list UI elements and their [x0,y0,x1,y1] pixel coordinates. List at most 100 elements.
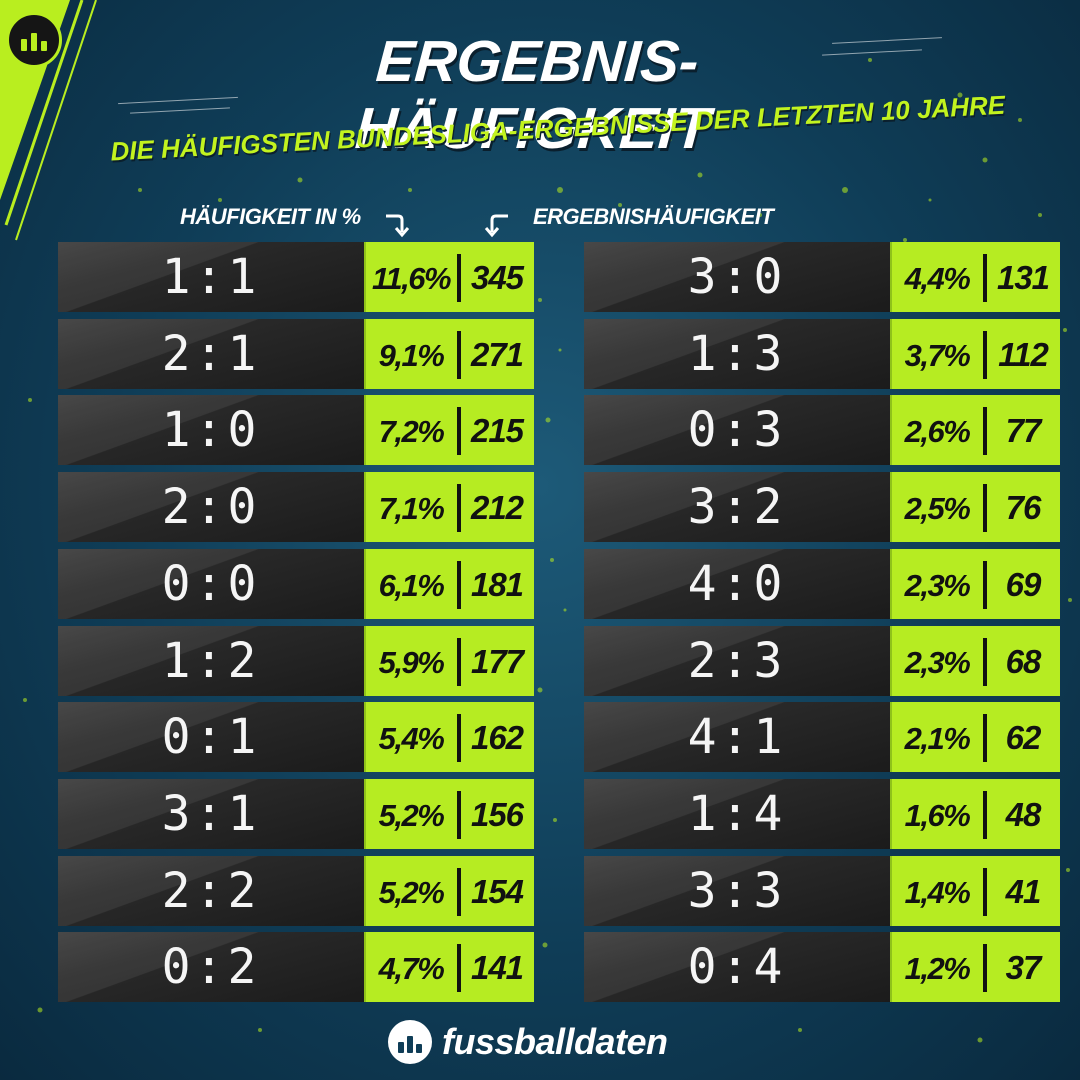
result-row: 3:2 2,5% 76 [584,472,1060,543]
divider [983,330,987,379]
score-panel: 1:1 [58,242,364,312]
result-row: 1:3 3,7% 112 [584,318,1060,389]
stat-panel: 4,4% 131 [890,242,1060,312]
result-row: 3:3 1,4% 41 [584,855,1060,926]
score-value: 1:4 [687,785,787,842]
stat-panel: 2,3% 68 [890,625,1060,696]
count-value: 212 [470,489,524,527]
score-value: 0:0 [161,555,261,612]
result-row: 3:0 4,4% 131 [584,242,1060,312]
score-value: 4:1 [687,709,787,766]
count-value: 162 [470,719,524,757]
count-value: 69 [1005,565,1042,603]
percent-value: 7,1% [378,491,445,527]
arrow-down-left-icon [484,214,508,238]
percent-value: 4,7% [378,951,445,987]
divider [457,560,461,609]
score-value: 0:3 [687,402,787,459]
score-panel: 3:3 [584,855,890,926]
divider [457,944,461,993]
bar-chart-icon [388,1020,432,1064]
percent-value: 6,1% [378,567,445,603]
score-panel: 4:0 [584,548,890,619]
count-value: 271 [470,335,524,373]
result-row: 0:1 5,4% 162 [58,702,534,773]
score-panel: 0:0 [58,548,364,619]
score-panel: 2:2 [58,855,364,926]
score-value: 2:1 [161,325,261,382]
percent-value: 4,4% [904,261,971,296]
stat-panel: 2,6% 77 [890,395,1060,466]
stat-panel: 1,2% 37 [890,932,1060,1003]
divider [983,944,987,993]
decor-line [130,107,230,114]
count-column-label: ERGEBNISHÄUFIGKEIT [533,204,774,229]
percent-value: 1,6% [904,797,971,833]
score-value: 3:3 [687,862,787,919]
stat-panel: 11,6% 345 [364,242,534,312]
stat-panel: 9,1% 271 [364,318,534,389]
score-panel: 3:1 [58,778,364,849]
score-panel: 4:1 [584,702,890,773]
count-value: 154 [470,872,524,910]
result-row: 1:2 5,9% 177 [58,625,534,696]
score-panel: 0:2 [58,932,364,1003]
arrow-down-right-icon [386,214,410,238]
brand-logo-icon [6,12,62,68]
divider [457,714,461,763]
stat-panel: 2,3% 69 [890,548,1060,619]
divider [457,790,461,839]
divider [457,254,461,302]
score-panel: 2:3 [584,625,890,696]
score-panel: 3:2 [584,472,890,543]
percent-value: 5,9% [378,644,445,680]
score-value: 1:3 [687,325,787,382]
percent-value: 5,2% [378,874,445,910]
result-row: 0:4 1,2% 37 [584,932,1060,1003]
score-panel: 0:3 [584,395,890,466]
score-value: 3:0 [687,249,787,305]
count-value: 156 [470,795,524,833]
count-value: 131 [996,259,1050,296]
percent-value: 2,3% [904,644,971,680]
percent-value: 5,2% [378,797,445,833]
stat-panel: 7,1% 212 [364,472,534,543]
score-panel: 2:0 [58,472,364,543]
score-value: 3:2 [687,479,787,536]
decor-line [822,49,922,56]
stat-panel: 3,7% 112 [890,318,1060,389]
score-value: 2:3 [687,632,787,689]
result-row: 2:3 2,3% 68 [584,625,1060,696]
percent-value: 9,1% [378,337,445,373]
count-value: 112 [998,335,1049,373]
percent-value: 1,2% [904,951,971,987]
divider [983,867,987,916]
score-panel: 1:0 [58,395,364,466]
percent-value: 2,5% [904,491,971,527]
score-value: 0:4 [687,939,787,996]
count-value: 76 [1005,489,1042,527]
score-value: 2:2 [161,862,261,919]
percent-value: 11,6% [371,261,452,296]
divider [457,407,461,456]
score-value: 2:0 [161,479,261,536]
divider [457,484,461,533]
percent-value: 1,4% [904,874,971,910]
result-row: 1:0 7,2% 215 [58,395,534,466]
count-value: 141 [470,949,524,987]
stat-panel: 5,2% 154 [364,855,534,926]
result-row: 2:0 7,1% 212 [58,472,534,543]
stat-panel: 7,2% 215 [364,395,534,466]
count-value: 177 [470,642,524,680]
result-row: 0:3 2,6% 77 [584,395,1060,466]
score-value: 4:0 [687,555,787,612]
score-panel: 0:1 [58,702,364,773]
score-value: 3:1 [161,785,261,842]
percent-value: 2,1% [904,721,971,757]
score-panel: 1:3 [584,318,890,389]
percent-column-label: HÄUFIGKEIT IN % [180,204,361,229]
result-row: 0:0 6,1% 181 [58,548,534,619]
count-value: 62 [1005,719,1042,757]
result-row: 1:1 11,6% 345 [58,242,534,312]
divider [457,867,461,916]
